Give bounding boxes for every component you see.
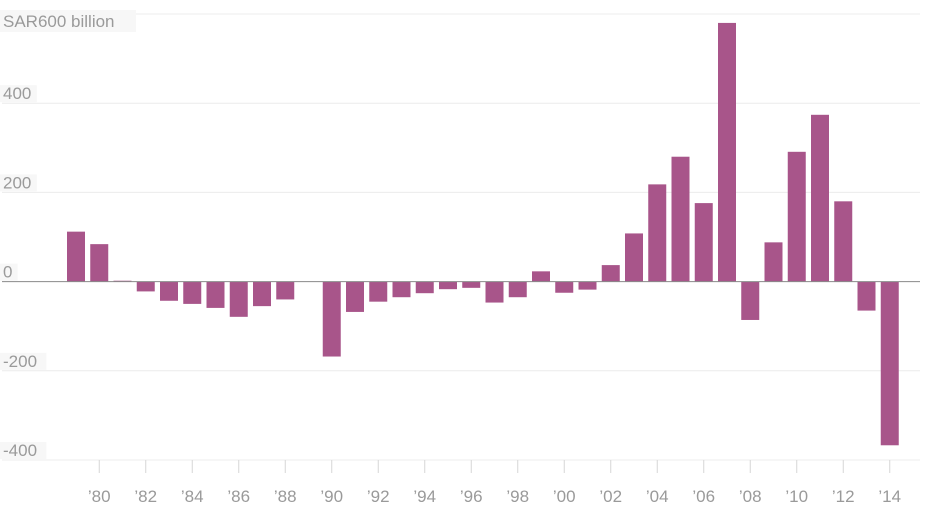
x-tick-label: ’86 <box>227 487 250 506</box>
bar-2007 <box>718 22 736 282</box>
bar-2000 <box>555 281 574 293</box>
x-tick-label: ’00 <box>553 487 576 506</box>
unit-label-background <box>0 10 136 32</box>
x-tick-label: ’10 <box>785 487 808 506</box>
x-tick-label: ’92 <box>367 487 390 506</box>
x-tick-label: ’98 <box>506 487 529 506</box>
y-tick-label: 200 <box>3 173 31 192</box>
bar-2008 <box>741 281 760 320</box>
bars <box>67 22 899 446</box>
x-axis: ’80 ’82 ’84 ’86 ’88 ’90 ’92 ’94 ’96 ’98 ’00 ’02 ’04 ’… <box>88 460 901 506</box>
x-tick-label: ’08 <box>739 487 762 506</box>
bar-1985 <box>206 281 225 308</box>
bar-1998 <box>508 281 527 298</box>
bar-1982 <box>136 281 155 292</box>
bar-2005 <box>671 156 690 282</box>
bar-1990 <box>322 281 341 357</box>
bar-1994 <box>415 281 434 294</box>
bar-1980 <box>90 244 109 282</box>
bar-1988 <box>276 281 295 300</box>
x-tick-label: ’90 <box>320 487 343 506</box>
unit-label-group: SAR600 billion <box>0 10 136 32</box>
bar-1993 <box>392 281 411 298</box>
bar-1992 <box>369 281 388 302</box>
bar-1987 <box>253 281 271 307</box>
x-tick-label: ’14 <box>878 487 901 506</box>
x-tick-label: ’94 <box>413 487 436 506</box>
bar-1984 <box>183 281 202 304</box>
bar-2004 <box>648 184 667 282</box>
bar-1983 <box>160 281 178 301</box>
y-tick-label: -400 <box>3 441 37 460</box>
bar-1979 <box>67 231 85 282</box>
x-tick-label: ’06 <box>692 487 715 506</box>
bar-2014 <box>880 281 899 446</box>
y-tick-label: -200 <box>3 352 37 371</box>
x-tick-label: ’88 <box>274 487 297 506</box>
bar-2010 <box>787 151 806 282</box>
y-tick-label: 400 <box>3 84 31 103</box>
y-tick-label-background <box>0 263 18 281</box>
bar-1995 <box>439 281 457 290</box>
x-tick-label: ’82 <box>134 487 157 506</box>
bar-2001 <box>578 281 597 290</box>
bar-1991 <box>346 281 364 312</box>
y-tick-label-background <box>0 442 47 459</box>
x-tick-label: ’84 <box>181 487 204 506</box>
x-tick-label: ’12 <box>832 487 855 506</box>
bar-2003 <box>625 233 643 282</box>
y-tick-label-background <box>0 352 47 370</box>
bar-2012 <box>834 201 853 282</box>
y-tick-label-background <box>0 85 37 103</box>
bar-2009 <box>764 242 783 282</box>
unit-label: SAR600 billion <box>3 12 115 31</box>
bar-1999 <box>532 271 550 282</box>
x-tick-label: ’80 <box>88 487 111 506</box>
bar-2011 <box>811 114 829 282</box>
bar-1986 <box>229 281 248 317</box>
bar-2006 <box>694 203 713 282</box>
y-axis-labels: 400 200 0 -200 -400 <box>0 84 47 460</box>
bar-2013 <box>857 281 876 311</box>
x-tick-label: ’04 <box>646 487 669 506</box>
x-tick-label: ’96 <box>460 487 483 506</box>
y-tick-label-background <box>0 174 37 192</box>
bar-1996 <box>462 281 481 288</box>
bar-2002 <box>601 265 620 282</box>
gridlines <box>2 13 920 461</box>
y-tick-label: 0 <box>3 263 12 282</box>
bar-1997 <box>485 281 504 303</box>
x-tick-label: ’02 <box>599 487 622 506</box>
